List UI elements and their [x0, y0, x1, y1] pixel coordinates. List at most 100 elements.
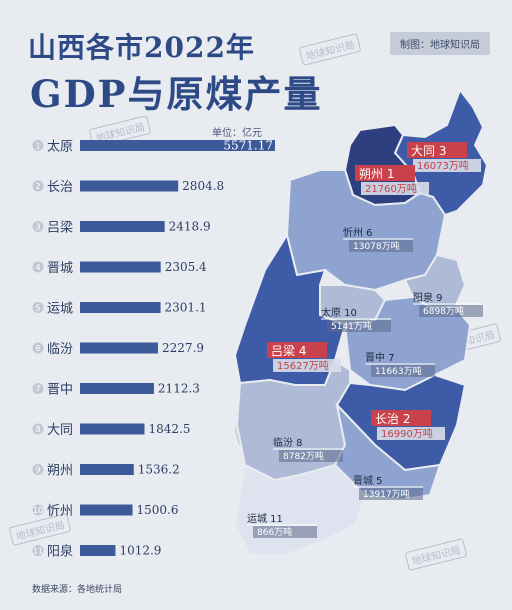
category-label: 临汾 — [47, 342, 73, 357]
rank-label: 10 — [33, 506, 43, 515]
bar[interactable] — [80, 464, 134, 475]
category-label: 大同 — [47, 423, 73, 438]
bar[interactable] — [80, 221, 165, 232]
map-region-name: 临汾 8 — [273, 436, 303, 449]
value-label: 2227.9 — [162, 341, 204, 355]
value-label: 2305.4 — [165, 260, 207, 274]
rank-badge — [32, 423, 44, 435]
category-label: 长治 — [47, 180, 73, 195]
bar-row: 1 太原 5571.17 — [32, 139, 275, 155]
map-coal-value: 16073万吨 — [417, 159, 469, 172]
category-label: 朔州 — [47, 464, 73, 479]
category-label: 吕梁 — [47, 221, 73, 236]
map-region-name: 长治 2 — [375, 412, 410, 426]
map-region-name: 阳泉 9 — [413, 291, 443, 304]
rank-label: 8 — [35, 425, 40, 434]
value-label: 1500.6 — [137, 503, 179, 517]
map-region-name: 忻州 6 — [343, 226, 373, 239]
bar-row: 2 长治 2804.8 — [32, 179, 224, 195]
rank-label: 1 — [35, 142, 40, 151]
rank-label: 11 — [33, 547, 43, 556]
credit-badge: 制图：地球知识局 — [390, 32, 490, 55]
bar[interactable] — [80, 504, 133, 516]
map-coal-value: 11663万吨 — [375, 365, 422, 377]
rank-label: 9 — [35, 466, 40, 475]
bar[interactable] — [80, 302, 161, 313]
value-label: 2418.9 — [169, 220, 211, 234]
rank-badge — [32, 180, 44, 192]
rank-label: 5 — [35, 304, 40, 313]
bar[interactable] — [80, 180, 179, 192]
rank-badge — [32, 140, 44, 151]
rank-label: 4 — [35, 263, 40, 272]
map-region-name: 吕梁 4 — [271, 343, 306, 358]
title-line2: GDP与原煤产量 — [30, 72, 323, 116]
rank-badge — [32, 221, 44, 232]
rank-label: 2 — [35, 182, 40, 191]
rank-badge — [32, 342, 44, 354]
bar-row: 3 吕梁 2418.9 — [32, 220, 211, 236]
category-label: 晋中 — [47, 383, 73, 398]
category-label: 运城 — [47, 302, 73, 317]
map-coal-value: 5141万吨 — [331, 320, 372, 332]
bar[interactable] — [80, 261, 161, 273]
bar-row: 6 临汾 2227.9 — [32, 341, 204, 357]
value-label: 2804.8 — [182, 179, 224, 193]
bar-row: 9 朔州 1536.2 — [32, 463, 180, 479]
bar[interactable] — [80, 342, 158, 354]
map-region-name: 晋城 5 — [353, 475, 383, 487]
category-label: 忻州 — [47, 504, 73, 519]
bar[interactable] — [80, 545, 116, 556]
bar-row: 11 阳泉 1012.9 — [32, 544, 161, 560]
rank-badge — [32, 504, 44, 516]
bar-row: 5 运城 2301.1 — [32, 301, 207, 317]
bar[interactable] — [80, 423, 145, 435]
rank-badge — [32, 302, 44, 313]
title-line1: 山西各市2022年 — [28, 31, 255, 64]
value-label: 2112.3 — [158, 382, 200, 396]
rank-label: 7 — [35, 385, 40, 394]
value-label: 2301.1 — [165, 301, 207, 315]
bar-row: 4 晋城 2305.4 — [32, 260, 207, 276]
map-region-name: 大同 3 — [411, 144, 446, 158]
unit-label: 单位：亿元 — [212, 128, 262, 139]
map-coal-value: 8782万吨 — [283, 450, 324, 462]
bar-row: 8 大同 1842.5 — [32, 422, 190, 438]
map-coal-value: 866万吨 — [257, 526, 292, 538]
rank-badge — [32, 464, 44, 475]
map-region-name: 运城 11 — [247, 513, 283, 525]
value-label: 1842.5 — [148, 422, 190, 436]
value-label: 1012.9 — [119, 544, 161, 558]
value-label: 5571.17 — [223, 139, 273, 153]
map-coal-value: 21760万吨 — [365, 182, 417, 195]
rank-label: 3 — [35, 223, 40, 232]
map-region-name: 朔州 1 — [359, 166, 394, 181]
category-label: 晋城 — [47, 261, 73, 276]
map-region-name: 太原 10 — [321, 306, 357, 319]
rank-badge — [32, 261, 44, 273]
data-source: 数据来源：各地统计局 — [32, 585, 123, 595]
map-coal-value: 13078万吨 — [353, 240, 400, 252]
rank-label: 6 — [35, 344, 40, 353]
bar[interactable] — [80, 140, 275, 151]
rank-badge — [32, 545, 44, 556]
map-coal-value: 6898万吨 — [423, 305, 464, 317]
rank-badge — [32, 383, 44, 394]
bar[interactable] — [80, 383, 154, 394]
bar-row: 10 忻州 1500.6 — [32, 503, 179, 519]
map-region-yuncheng[interactable] — [233, 463, 367, 556]
map-coal-value: 13917万吨 — [363, 488, 410, 500]
